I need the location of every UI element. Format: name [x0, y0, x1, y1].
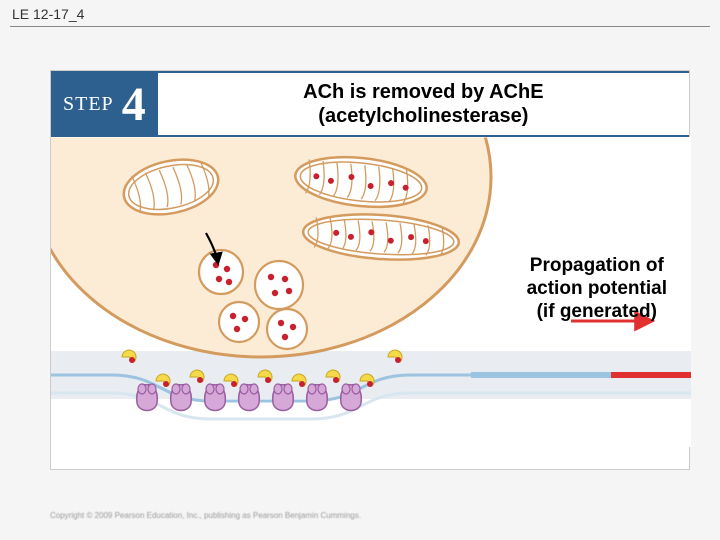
slide-label: LE 12-17_4: [12, 6, 84, 22]
step-title: ACh is removed by AChE (acetylcholineste…: [158, 71, 689, 137]
copyright: Copyright © 2009 Pearson Education, Inc.…: [50, 511, 361, 520]
synapse-diagram: Propagation of action potential (if gene…: [51, 137, 691, 447]
figure-panel: STEP 4 ACh is removed by AChE (acetylcho…: [50, 70, 690, 470]
caption-line3: (if generated): [527, 301, 667, 324]
divider: [10, 26, 710, 27]
caption: Propagation of action potential (if gene…: [527, 255, 667, 323]
step-title-line2: (acetylcholinesterase): [318, 104, 528, 128]
step-number: 4: [122, 77, 146, 132]
step-header: STEP 4 ACh is removed by AChE (acetylcho…: [51, 71, 689, 137]
step-title-line1: ACh is removed by AChE: [303, 80, 543, 104]
caption-line1: Propagation of: [527, 255, 667, 278]
caption-line2: action potential: [527, 278, 667, 301]
step-box: STEP 4: [51, 71, 158, 137]
step-word: STEP: [63, 93, 114, 116]
